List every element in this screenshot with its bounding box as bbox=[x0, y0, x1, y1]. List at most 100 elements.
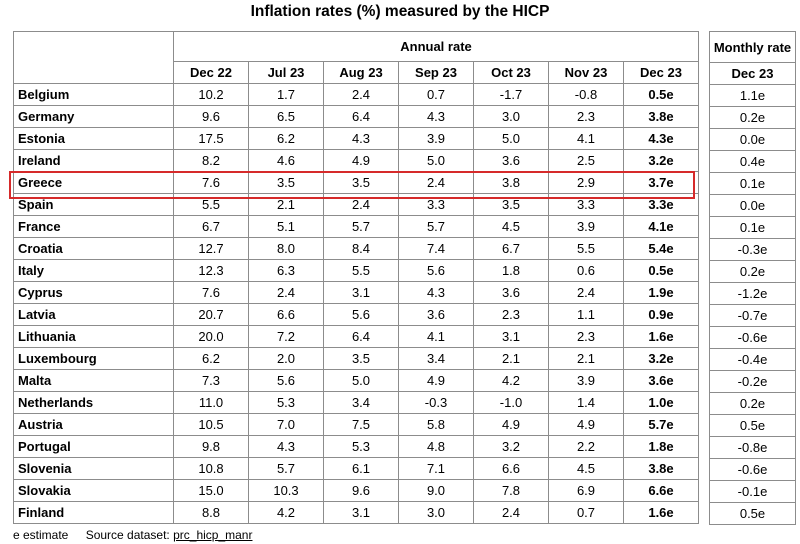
annual-value-cell: 0.6 bbox=[548, 259, 624, 282]
monthly-value-cell: 0.4e bbox=[709, 150, 796, 173]
monthly-row: -1.2e bbox=[709, 282, 796, 305]
table-row: Croatia 12.7 8.0 8.4 7.4 6.7 5.5 5.4e bbox=[13, 237, 699, 260]
annual-value-cell: 3.6 bbox=[398, 303, 474, 326]
country-label: Spain bbox=[13, 193, 174, 216]
table-row: Germany 9.6 6.5 6.4 4.3 3.0 2.3 3.8e bbox=[13, 105, 699, 128]
annual-value-cell: 5.1 bbox=[248, 215, 324, 238]
annual-value-cell: 2.3 bbox=[473, 303, 549, 326]
monthly-row: -0.1e bbox=[709, 480, 796, 503]
chart-title: Inflation rates (%) measured by the HICP bbox=[250, 3, 550, 20]
annual-value-cell: 3.8e bbox=[623, 457, 699, 480]
table-row: Latvia 20.7 6.6 5.6 3.6 2.3 1.1 0.9e bbox=[13, 303, 699, 326]
monthly-row: -0.6e bbox=[709, 326, 796, 349]
annual-value-cell: 5.8 bbox=[398, 413, 474, 436]
annual-value-cell: 5.4e bbox=[623, 237, 699, 260]
country-label: Germany bbox=[13, 105, 174, 128]
annual-value-cell: 3.2 bbox=[473, 435, 549, 458]
annual-value-cell: 6.2 bbox=[248, 127, 324, 150]
annual-value-cell: 2.4 bbox=[473, 501, 549, 524]
annual-value-cell: 3.3 bbox=[398, 193, 474, 216]
annual-value-cell: 3.5 bbox=[473, 193, 549, 216]
annual-value-cell: 1.8 bbox=[473, 259, 549, 282]
annual-value-cell: 8.0 bbox=[248, 237, 324, 260]
blank-header-cell bbox=[13, 31, 174, 84]
table-row: Netherlands 11.0 5.3 3.4 -0.3 -1.0 1.4 1.0e bbox=[13, 391, 699, 414]
annual-value-cell: 10.2 bbox=[173, 83, 249, 106]
annual-value-cell: 5.5 bbox=[323, 259, 399, 282]
annual-value-cell: 0.9e bbox=[623, 303, 699, 326]
annual-value-cell: 3.9 bbox=[548, 215, 624, 238]
annual-value-cell: 7.6 bbox=[173, 171, 249, 194]
annual-value-cell: 3.6 bbox=[473, 281, 549, 304]
annual-value-cell: 3.1 bbox=[323, 281, 399, 304]
annual-value-cell: 6.7 bbox=[173, 215, 249, 238]
annual-value-cell: 3.1 bbox=[473, 325, 549, 348]
annual-value-cell: 3.4 bbox=[398, 347, 474, 370]
annual-value-cell: 1.6e bbox=[623, 325, 699, 348]
annual-value-cell: 10.8 bbox=[173, 457, 249, 480]
column-header: Nov 23 bbox=[548, 61, 624, 84]
annual-value-cell: 5.0 bbox=[473, 127, 549, 150]
annual-value-cell: 7.5 bbox=[323, 413, 399, 436]
annual-value-cell: 4.8 bbox=[398, 435, 474, 458]
country-label: Slovenia bbox=[13, 457, 174, 480]
annual-value-cell: 5.0 bbox=[398, 149, 474, 172]
annual-value-cell: 2.3 bbox=[548, 325, 624, 348]
annual-value-cell: 2.9 bbox=[548, 171, 624, 194]
annual-value-cell: 17.5 bbox=[173, 127, 249, 150]
monthly-row: 0.0e bbox=[709, 128, 796, 151]
monthly-row: 0.0e bbox=[709, 194, 796, 217]
annual-value-cell: 3.5 bbox=[248, 171, 324, 194]
annual-value-cell: 9.6 bbox=[173, 105, 249, 128]
annual-value-cell: 7.1 bbox=[398, 457, 474, 480]
table-row: Slovakia 15.0 10.3 9.6 9.0 7.8 6.9 6.6e bbox=[13, 479, 699, 502]
annual-value-cell: 15.0 bbox=[173, 479, 249, 502]
annual-value-cell: 20.7 bbox=[173, 303, 249, 326]
annual-value-cell: 4.1e bbox=[623, 215, 699, 238]
annual-value-cell: 3.5 bbox=[323, 347, 399, 370]
estimate-note: e estimate bbox=[13, 528, 69, 542]
country-label: Portugal bbox=[13, 435, 174, 458]
annual-value-cell: 11.0 bbox=[173, 391, 249, 414]
annual-value-cell: 5.6 bbox=[323, 303, 399, 326]
monthly-row: -0.3e bbox=[709, 238, 796, 261]
annual-value-cell: 4.3 bbox=[323, 127, 399, 150]
source-dataset-link[interactable]: prc_hicp_manr bbox=[173, 528, 253, 542]
annual-value-cell: 4.3 bbox=[398, 281, 474, 304]
annual-value-cell: 5.6 bbox=[398, 259, 474, 282]
annual-value-cell: 8.2 bbox=[173, 149, 249, 172]
annual-value-cell: 4.3 bbox=[398, 105, 474, 128]
annual-value-cell: 2.4 bbox=[323, 83, 399, 106]
annual-value-cell: 2.3 bbox=[548, 105, 624, 128]
monthly-value-cell: 0.1e bbox=[709, 172, 796, 195]
annual-value-cell: 10.5 bbox=[173, 413, 249, 436]
annual-value-cell: 3.4 bbox=[323, 391, 399, 414]
annual-value-cell: 1.9e bbox=[623, 281, 699, 304]
annual-value-cell: 6.7 bbox=[473, 237, 549, 260]
annual-value-cell: 0.7 bbox=[398, 83, 474, 106]
column-header-row: Dec 22 Jul 23 Aug 23 Sep 23 Oct 23 Nov 23 Dec … bbox=[14, 61, 699, 84]
monthly-value-cell: 0.2e bbox=[709, 260, 796, 283]
annual-value-cell: 4.9 bbox=[323, 149, 399, 172]
annual-value-cell: 2.1 bbox=[248, 193, 324, 216]
table-row: Slovenia 10.8 5.7 6.1 7.1 6.6 4.5 3.8e bbox=[13, 457, 699, 480]
annual-value-cell: 5.3 bbox=[248, 391, 324, 414]
annual-value-cell: 0.5e bbox=[623, 259, 699, 282]
monthly-value-cell: -1.2e bbox=[709, 282, 796, 305]
annual-value-cell: 3.6e bbox=[623, 369, 699, 392]
annual-value-cell: 6.1 bbox=[323, 457, 399, 480]
annual-value-cell: 5.7e bbox=[623, 413, 699, 436]
annual-value-cell: 6.4 bbox=[323, 325, 399, 348]
annual-value-cell: 12.3 bbox=[173, 259, 249, 282]
monthly-value-cell: -0.6e bbox=[709, 326, 796, 349]
annual-value-cell: 5.6 bbox=[248, 369, 324, 392]
country-label: Malta bbox=[13, 369, 174, 392]
column-header: Oct 23 bbox=[473, 61, 549, 84]
monthly-value-cell: 0.0e bbox=[709, 194, 796, 217]
monthly-row: -0.6e bbox=[709, 458, 796, 481]
annual-value-cell: 8.8 bbox=[173, 501, 249, 524]
annual-value-cell: -1.7 bbox=[473, 83, 549, 106]
annual-value-cell: 5.5 bbox=[173, 193, 249, 216]
annual-value-cell: 0.7 bbox=[548, 501, 624, 524]
annual-value-cell: 4.2 bbox=[473, 369, 549, 392]
